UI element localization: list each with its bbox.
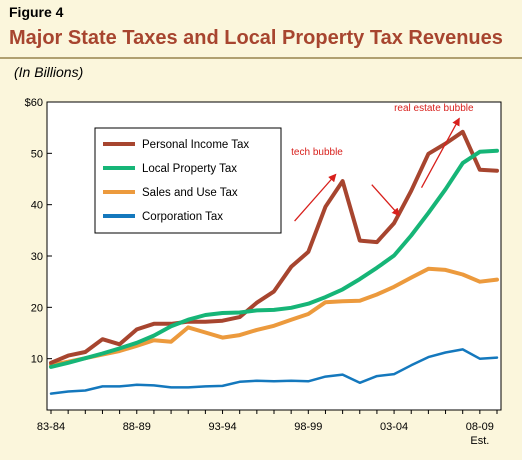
y-tick-label: $60	[25, 97, 43, 109]
legend-label: Corporation Tax	[142, 211, 223, 223]
y-tick-label: 10	[31, 354, 43, 366]
legend-label: Local Property Tax	[142, 163, 237, 175]
chart-title: Major State Taxes and Local Property Tax…	[9, 27, 503, 49]
x-tick-label: 88-89	[123, 421, 151, 433]
x-tick-label: 83-84	[37, 421, 65, 433]
series-layer	[49, 129, 499, 395]
units-label: (In Billions)	[14, 64, 84, 80]
y-tick-label: 30	[31, 251, 43, 263]
y-tick-label: 50	[31, 148, 43, 160]
series-line-personal-income-tax	[49, 129, 499, 365]
annotation-arrow	[371, 184, 400, 217]
x-axis: 83-84 88-89 93-94 98-99 03-04 08-09 Est.	[37, 410, 498, 447]
series-line-corporation-tax	[49, 348, 499, 395]
x-tick-sublabel: Est.	[470, 435, 489, 447]
legend-label: Personal Income Tax	[142, 139, 249, 151]
annotation-label: real estate bubble	[394, 103, 474, 114]
x-tick-label: 93-94	[208, 421, 236, 433]
y-axis: 10 20 30 40 50 $60	[25, 97, 52, 366]
x-tick-label: 08-09	[466, 421, 494, 433]
annotation-arrow	[420, 117, 460, 189]
annotation-label: tech bubble	[291, 147, 343, 158]
x-tick-label: 03-04	[380, 421, 408, 433]
annotations: tech bubble real estate bubble	[291, 103, 474, 222]
y-tick-label: 40	[31, 200, 43, 212]
x-tick-label: 98-99	[294, 421, 322, 433]
title-divider	[0, 57, 522, 59]
series-line-local-property-tax	[49, 148, 499, 369]
legend: Personal Income Tax Local Property Tax Sal…	[94, 127, 282, 234]
annotation-arrow	[294, 173, 337, 222]
series-line-sales-and-use-tax	[49, 266, 499, 367]
legend-label: Sales and Use Tax	[142, 187, 238, 199]
figure-label: Figure 4	[9, 4, 64, 20]
y-tick-label: 20	[31, 302, 43, 314]
